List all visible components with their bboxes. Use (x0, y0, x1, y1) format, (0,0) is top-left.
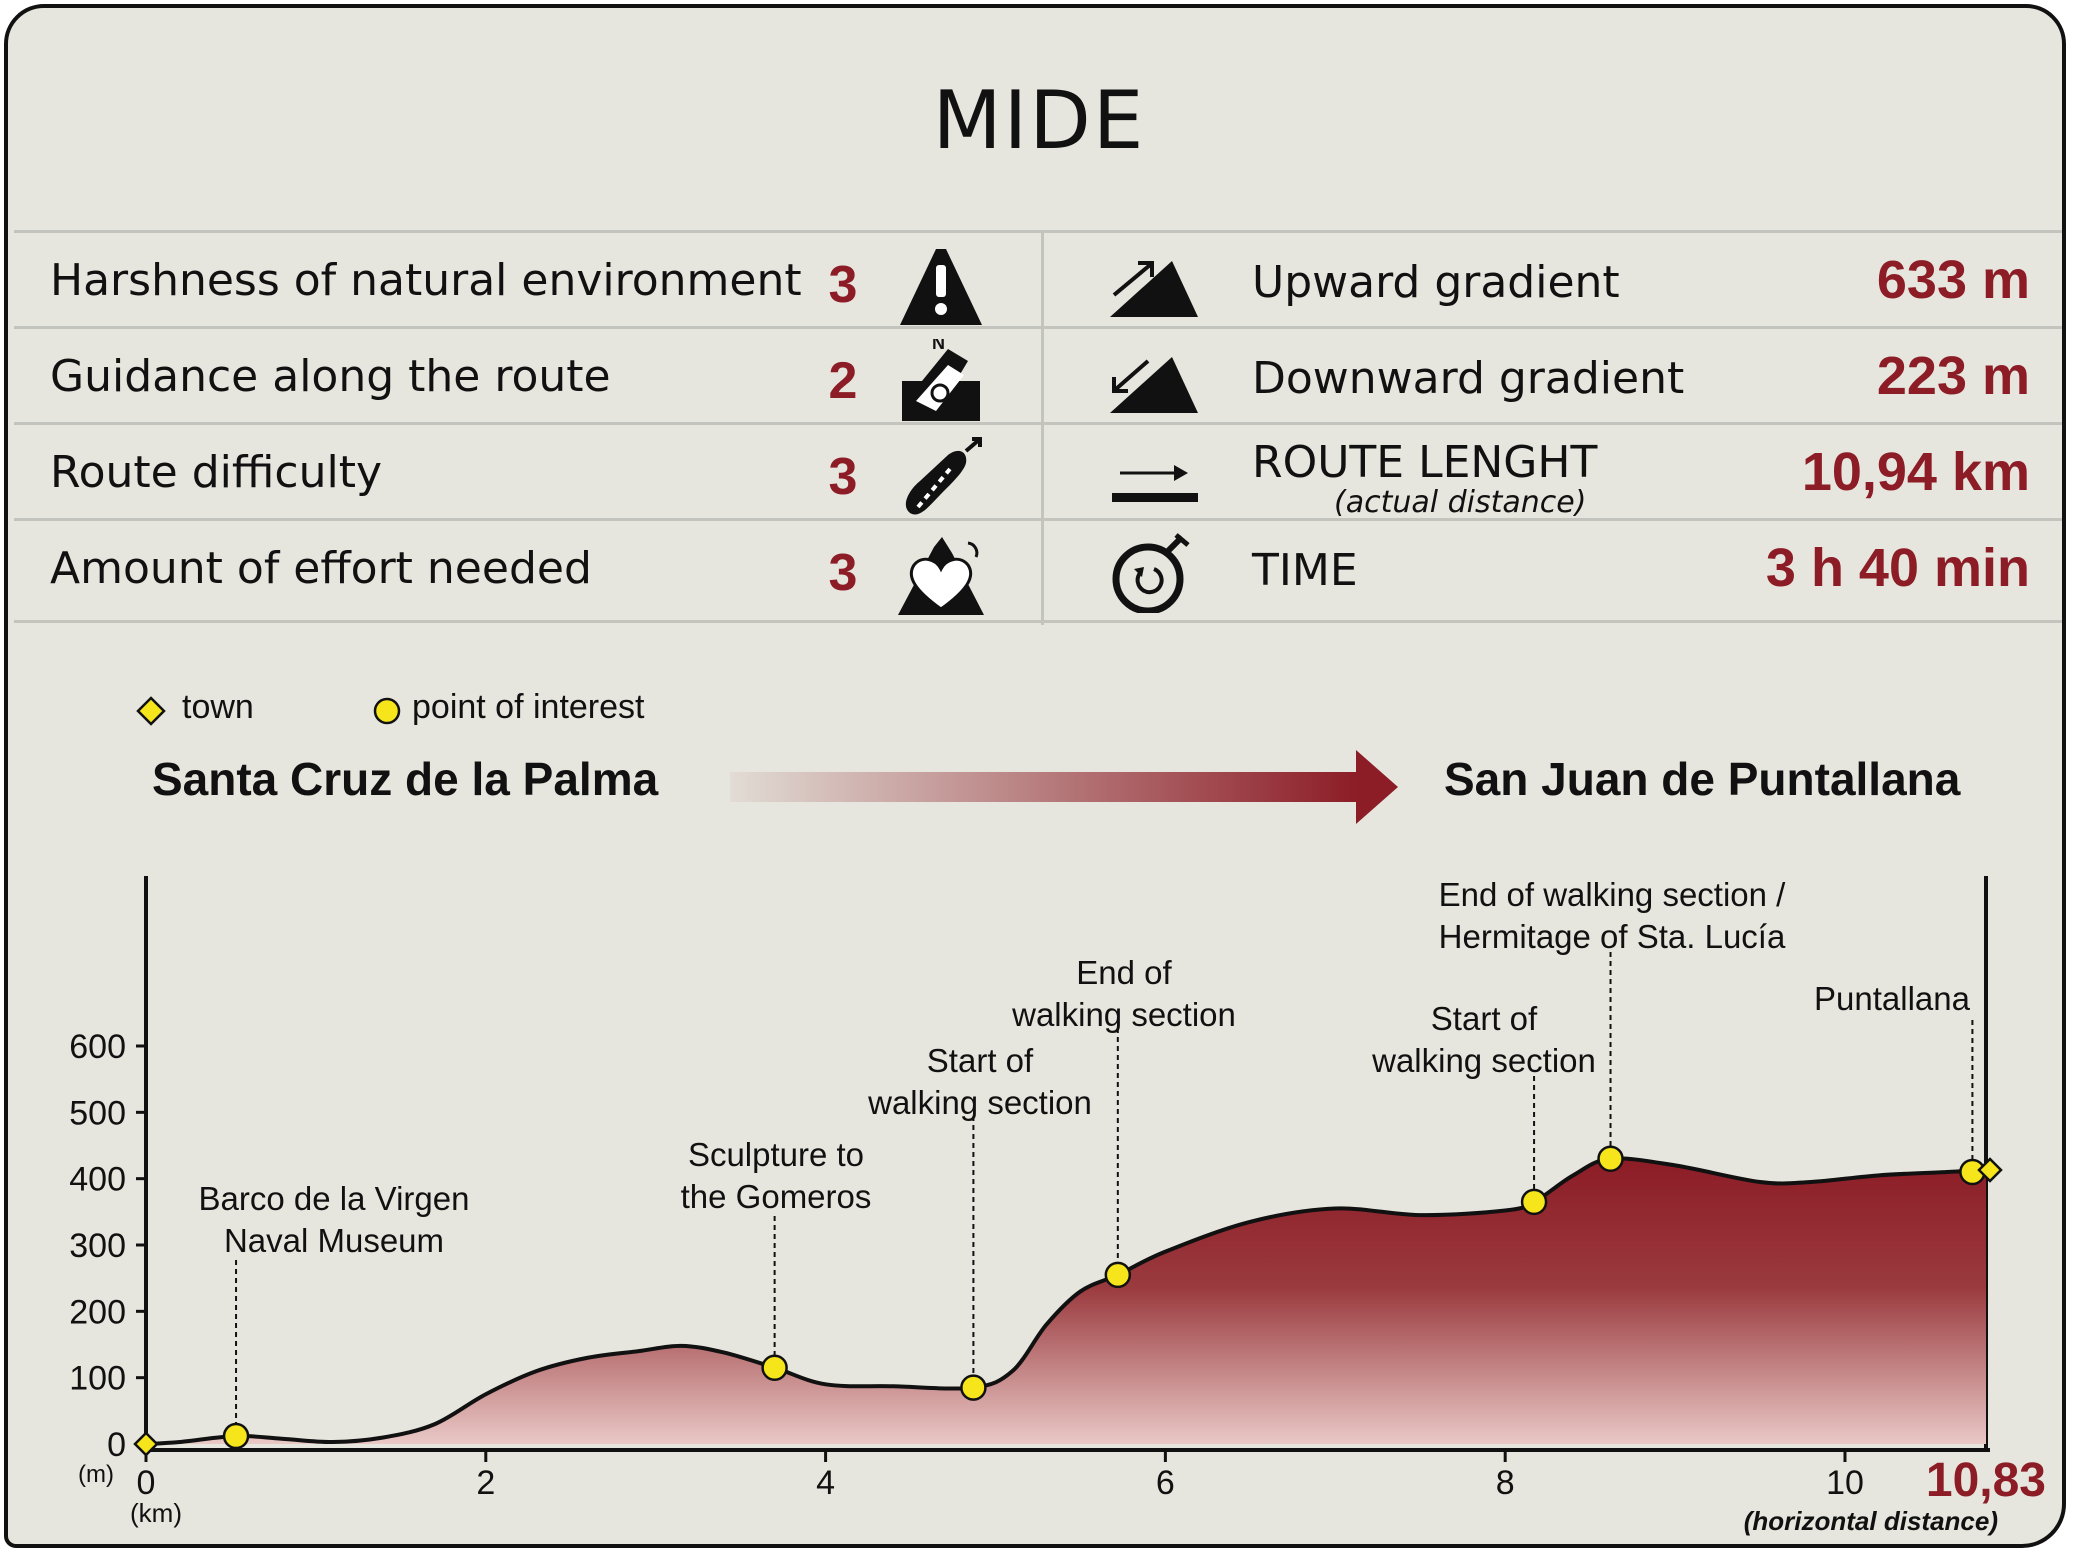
end-distance-note: (horizontal distance) (1744, 1506, 1998, 1536)
poi-label: Sculpture to (688, 1136, 864, 1173)
downward-slope-icon (1110, 357, 1198, 413)
divider (14, 518, 2062, 521)
x-tick-label: 2 (476, 1464, 495, 1502)
poi-label: Naval Museum (224, 1222, 444, 1259)
poi-marker (1104, 1261, 1132, 1289)
route-row-length: ROUTE LENGHT (actual distance) 10,94 km (8, 425, 2062, 521)
mide-label: Amount of effort needed (50, 543, 592, 594)
x-tick-label: 10 (1826, 1464, 1864, 1502)
route-end: San Juan de Puntallana (1444, 753, 1961, 805)
divider (14, 230, 2062, 233)
mide-card: MIDE Harshness of natural environment 3 … (4, 4, 2066, 1548)
heart-mountain-icon (898, 537, 984, 615)
route-value: 633 m (1876, 250, 2030, 310)
mide-value: 3 (828, 256, 858, 314)
town-diamond-icon (136, 696, 166, 726)
route-label: ROUTE LENGHT (1252, 437, 1598, 488)
mide-value: 2 (828, 352, 858, 410)
poi-label: Puntallana (1814, 980, 1971, 1017)
y-unit-label: (m) (78, 1461, 114, 1488)
poi-marker (761, 1354, 788, 1381)
legend-poi-label: point of interest (412, 688, 645, 726)
route-label: Upward gradient (1252, 257, 1620, 308)
legend-town-label: town (182, 688, 254, 726)
mide-row-difficulty: Route difficulty 3 (8, 425, 2062, 521)
route-row-downward: Downward gradient 223 m (8, 329, 2062, 425)
mide-value: 3 (828, 448, 858, 506)
route-value: 10,94 km (1801, 442, 2030, 502)
poi-label: End of (1076, 954, 1172, 991)
poi-label: Start of (927, 1042, 1034, 1079)
poi-marker (222, 1422, 250, 1450)
route-row-time: TIME 3 h 40 min (8, 521, 2062, 617)
x-tick-label: 4 (816, 1464, 835, 1502)
y-tick-label: 600 (69, 1028, 126, 1066)
poi-marker (1520, 1188, 1548, 1216)
poi-label: End of walking section / (1439, 876, 1787, 913)
poi-label: Barco de la Virgen (199, 1180, 470, 1217)
town-marker (133, 1431, 159, 1457)
route-sublabel: (actual distance) (1334, 485, 1587, 520)
end-distance-value: 10,83 (1926, 1454, 2046, 1507)
footprint-icon (905, 437, 982, 515)
elevation-profile-chart: 0 100 200 300 400 500 600 0 2 4 6 8 10 (m) (km) 10,83(h… (69, 876, 2046, 1536)
y-tick-label: 200 (69, 1293, 126, 1331)
page-title: MIDE (932, 74, 1146, 167)
x-unit-label: (km) (130, 1498, 182, 1528)
mide-row-effort: Amount of effort needed 3 (8, 521, 2062, 617)
elevation-line (145, 1156, 1987, 1446)
y-tick-label: 0 (107, 1426, 126, 1464)
route-start: Santa Cruz de la Palma (152, 753, 659, 805)
mide-label: Harshness of natural environment (50, 255, 802, 306)
x-tick-label: 6 (1156, 1464, 1175, 1502)
warning-mountain-icon (900, 249, 982, 325)
mide-row-harshness: Harshness of natural environment 3 (8, 233, 2062, 329)
mide-row-guidance: Guidance along the route 2 N (8, 329, 2062, 425)
x-tick-label: 0 (137, 1464, 156, 1502)
poi-label: Hermitage of Sta. Lucía (1439, 918, 1786, 955)
upward-slope-icon (1110, 261, 1198, 317)
poi-marker (1597, 1145, 1624, 1173)
route-label: Downward gradient (1252, 353, 1685, 404)
route-value: 223 m (1876, 346, 2030, 406)
y-tick-label: 300 (69, 1227, 126, 1265)
route-label: TIME (1252, 545, 1358, 596)
mide-label: Guidance along the route (50, 351, 611, 402)
map-compass-icon: N (902, 339, 980, 421)
elevation-area (146, 1158, 1986, 1444)
mide-value: 3 (828, 544, 858, 602)
x-tick-label: 8 (1496, 1464, 1515, 1502)
y-tick-label: 500 (69, 1094, 126, 1132)
poi-label: walking section (867, 1084, 1092, 1121)
poi-label: walking section (1011, 996, 1236, 1033)
divider (14, 422, 2062, 425)
route-row-upward: Upward gradient 633 m (8, 233, 2062, 329)
route-direction-arrow (730, 750, 1398, 824)
route-value: 3 h 40 min (1765, 538, 2030, 598)
poi-circle-icon (373, 697, 401, 725)
poi-label: walking section (1371, 1042, 1596, 1079)
distance-arrow-icon (1112, 465, 1198, 502)
poi-label: Start of (1431, 1000, 1538, 1037)
poi-marker (960, 1374, 987, 1401)
divider (14, 620, 2062, 623)
stopwatch-icon (1112, 533, 1190, 613)
svg-text:N: N (932, 339, 945, 353)
y-tick-label: 100 (69, 1360, 126, 1398)
y-tick-label: 400 (69, 1161, 126, 1199)
mide-label: Route difficulty (50, 447, 382, 498)
divider (14, 326, 2062, 329)
town-marker (1977, 1157, 2003, 1183)
column-divider (1041, 233, 1044, 625)
poi-label: the Gomeros (681, 1178, 872, 1215)
